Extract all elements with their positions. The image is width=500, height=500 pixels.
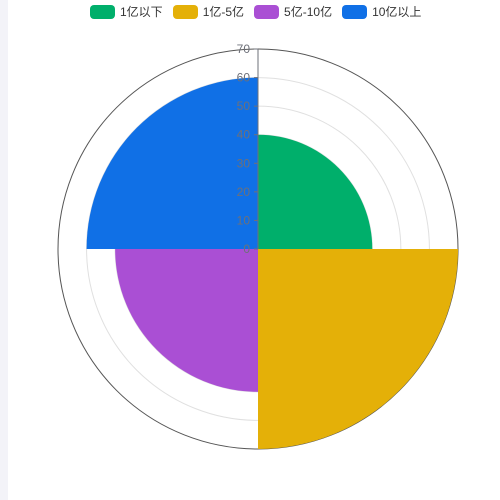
- legend-swatch: [254, 5, 280, 19]
- polar-bar-500m-1b[interactable]: [115, 249, 259, 392]
- legend-swatch: [90, 5, 115, 19]
- axis-layer: 0 10 20 30 40 50 60 70: [237, 42, 259, 256]
- radius-tick-label: 50: [237, 99, 251, 113]
- legend-swatch: [342, 5, 368, 19]
- radius-tick-label: 70: [237, 42, 251, 56]
- radius-tick-label: 40: [237, 128, 251, 142]
- chart-legend: 1亿以下 1亿-5亿 5亿-10亿 10亿以上: [90, 3, 421, 21]
- polar-bar-100m-500m[interactable]: [258, 249, 458, 449]
- legend-item-over-1b[interactable]: 10亿以上: [342, 5, 421, 19]
- legend-item-under-100m[interactable]: 1亿以下: [90, 5, 163, 19]
- legend-label: 5亿-10亿: [284, 5, 333, 19]
- radius-tick-label: 20: [237, 185, 251, 199]
- legend-item-500m-1b[interactable]: 5亿-10亿: [254, 5, 332, 19]
- radius-tick-label: 0: [243, 242, 250, 256]
- radius-tick-label: 10: [237, 213, 251, 227]
- radius-tick-label: 60: [237, 71, 251, 85]
- bar-layer: [86, 77, 458, 449]
- legend-item-100m-500m[interactable]: 1亿-5亿: [172, 5, 245, 19]
- legend-label: 1亿以下: [120, 5, 163, 19]
- polar-bar-over-1b[interactable]: [86, 77, 258, 249]
- radius-tick-label: 30: [237, 156, 251, 170]
- legend-label: 1亿-5亿: [202, 5, 245, 19]
- polar-bar-under-100m[interactable]: [258, 134, 373, 249]
- legend-swatch: [172, 5, 198, 19]
- left-gutter: [0, 0, 8, 500]
- legend-label: 10亿以上: [372, 5, 422, 19]
